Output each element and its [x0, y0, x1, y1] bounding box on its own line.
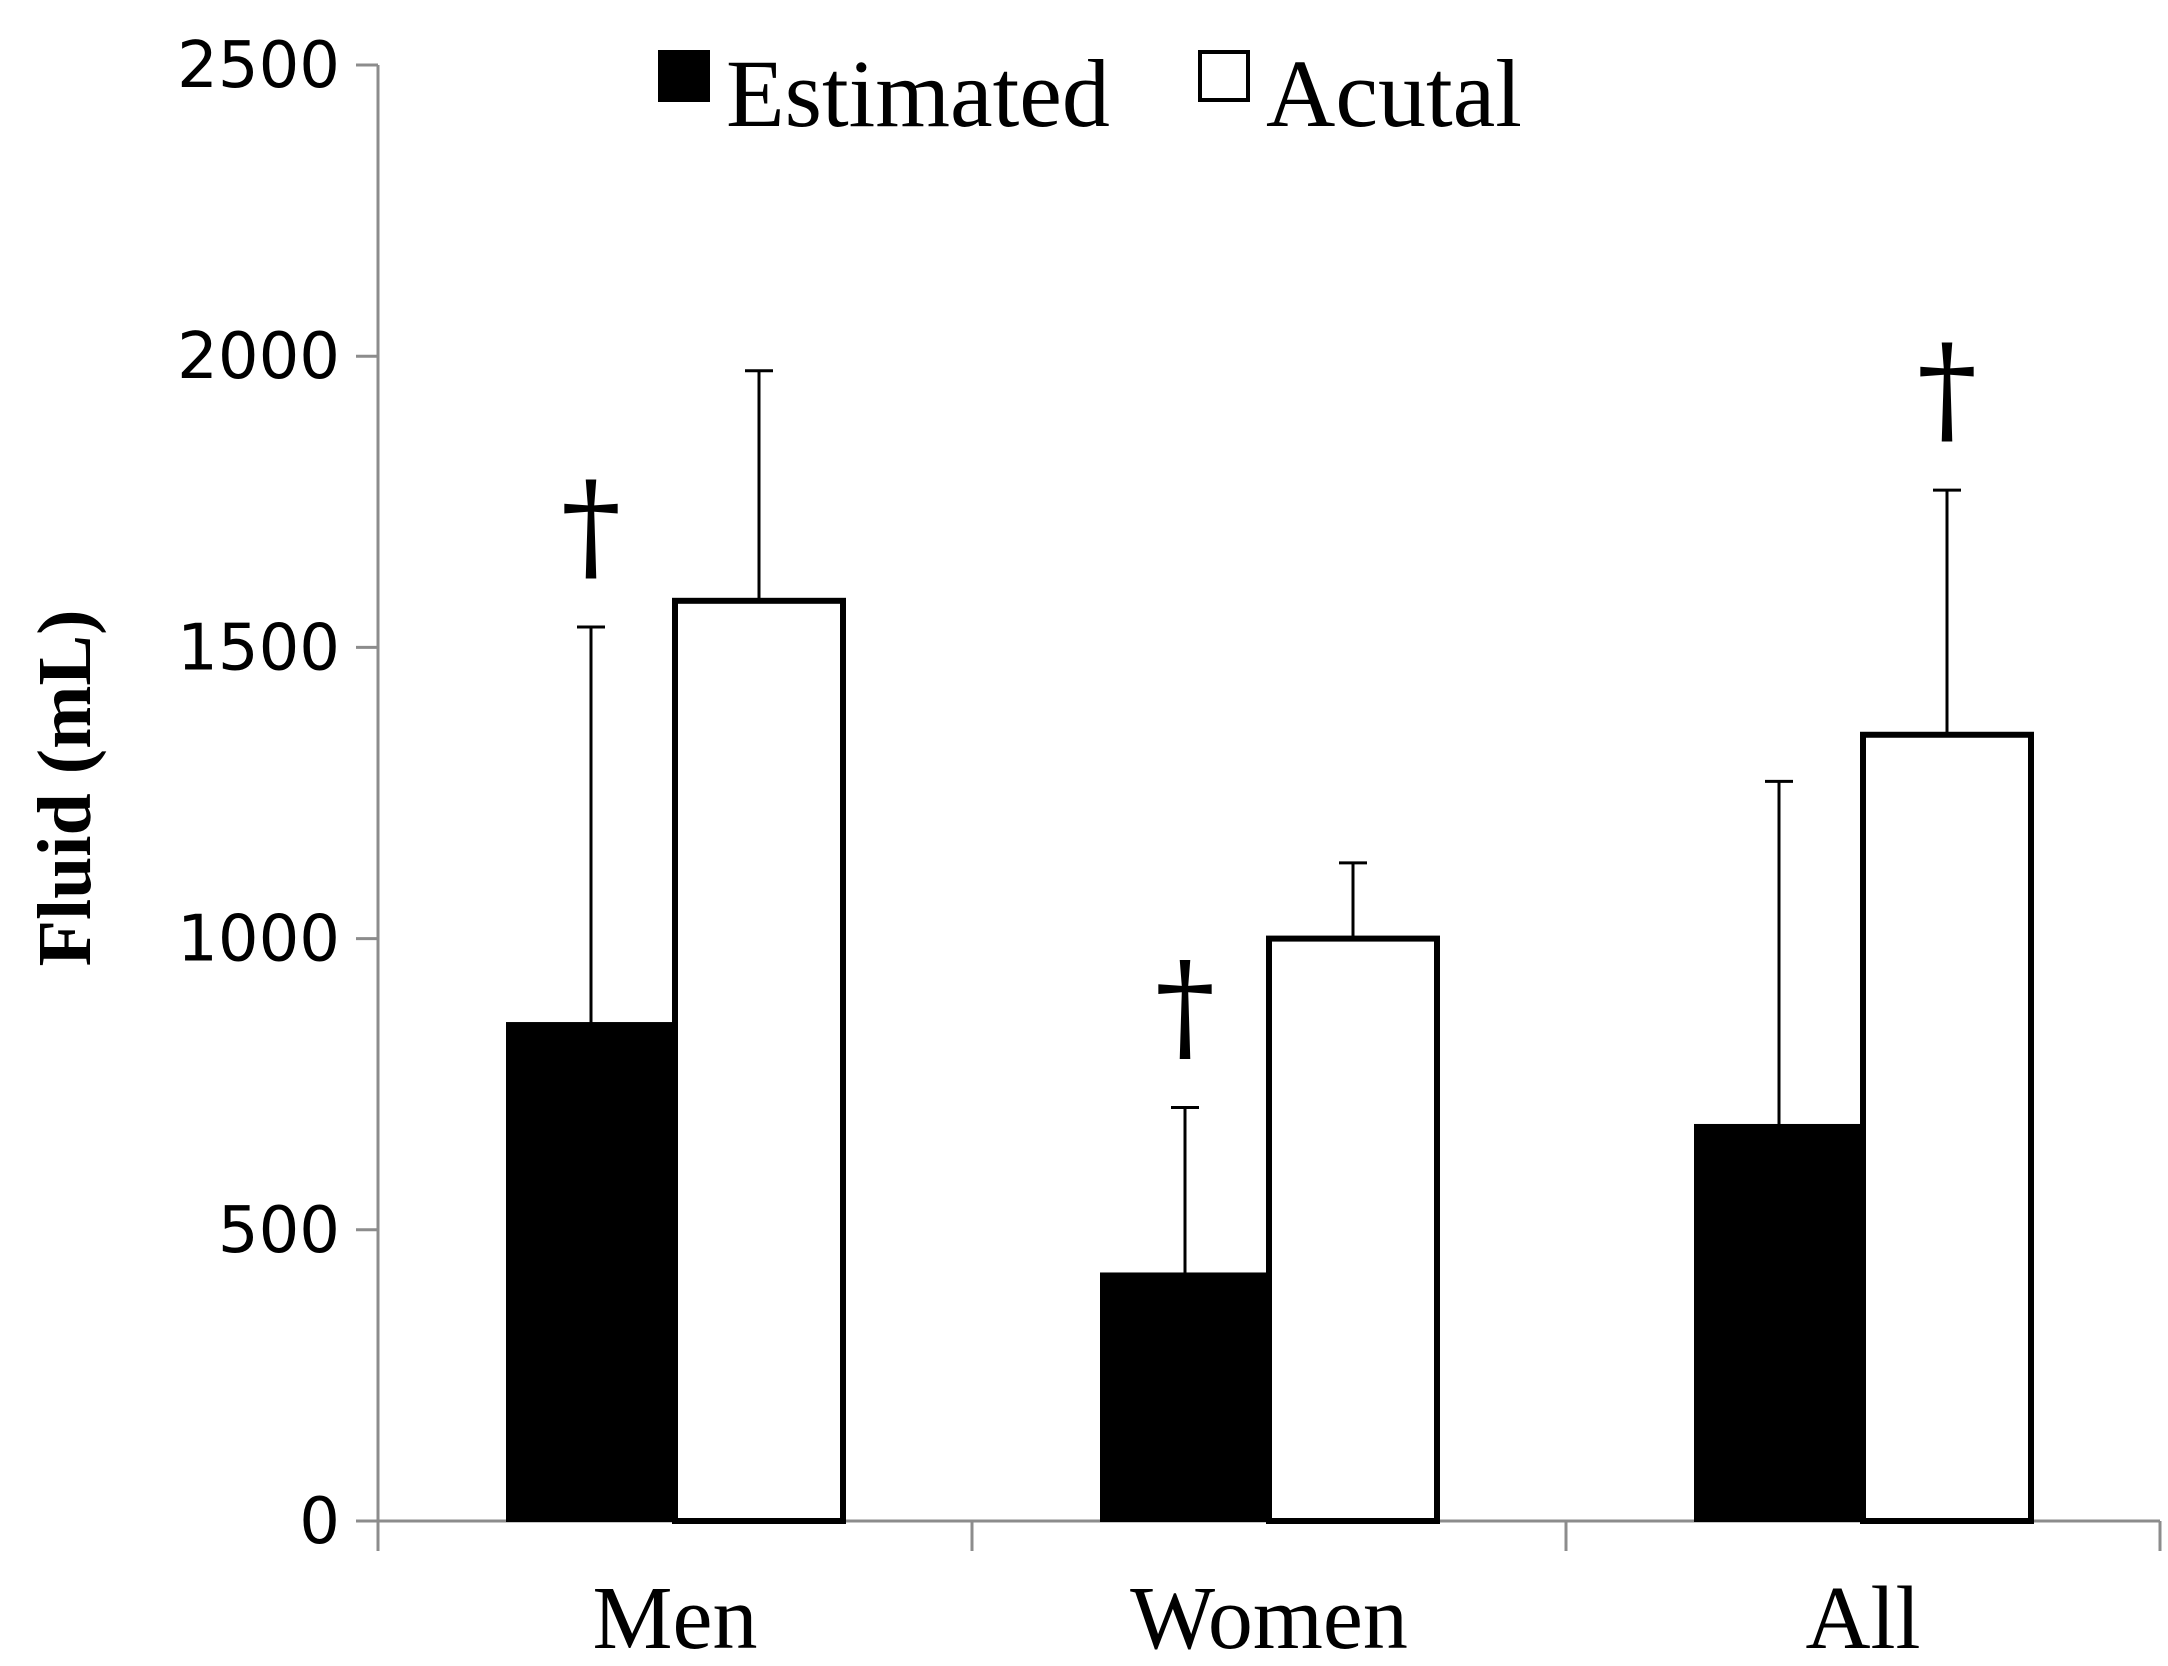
y-tick-label: 2500 [177, 29, 340, 103]
axes: 0 500 1000 1500 2000 2500 Men Women All [177, 29, 2162, 1666]
x-tick-label: Women [1130, 1569, 1408, 1666]
bars: † † † [506, 320, 2034, 1524]
significance-dagger: † [1155, 937, 1215, 1076]
y-tick-label: 2000 [177, 320, 340, 394]
bar-estimated-all [1694, 1123, 1864, 1523]
bar-estimated-women [1100, 1272, 1270, 1522]
bar-acutal-women [1266, 935, 1440, 1524]
legend-label-estimated: Estimated [726, 40, 1110, 147]
significance-dagger: † [561, 457, 621, 596]
legend: Estimated Acutal [658, 40, 1522, 147]
legend-swatch-estimated [658, 50, 710, 102]
legend-label-acutal: Acutal [1266, 40, 1522, 147]
x-tick-label: Men [593, 1569, 758, 1666]
bar-estimated-men [506, 1022, 676, 1522]
y-axis-label: Fluid (mL) [23, 610, 107, 967]
legend-swatch-acutal [1198, 50, 1250, 102]
y-tick-label: 1000 [177, 903, 340, 977]
x-tick-label: All [1805, 1569, 1920, 1666]
bar-acutal-all [1860, 731, 2034, 1524]
y-tick-label: 500 [218, 1194, 340, 1268]
bar-acutal-men [672, 597, 846, 1524]
y-tick-label: 0 [299, 1485, 340, 1559]
significance-dagger: † [1917, 320, 1977, 459]
y-tick-label: 1500 [177, 611, 340, 685]
